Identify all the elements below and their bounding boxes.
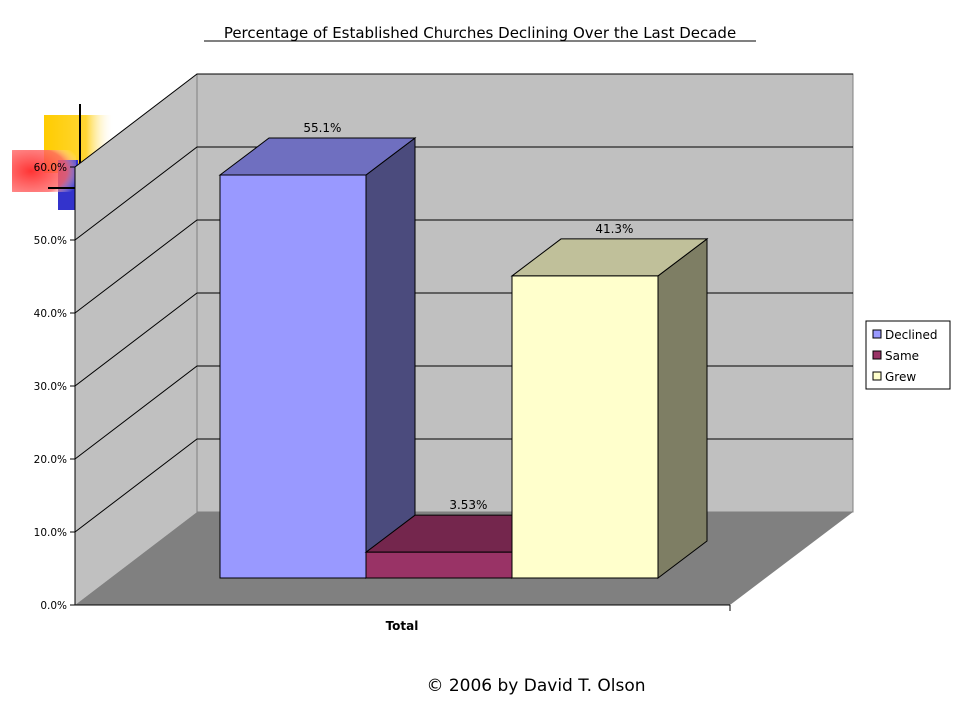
y-tick-label: 20.0% <box>34 454 67 466</box>
legend-swatch-same <box>872 350 882 360</box>
bar-same <box>365 551 513 579</box>
data-label-grew: 41.3% <box>595 222 633 236</box>
y-tick-label: 10.0% <box>34 527 67 539</box>
data-label-same: 3.53% <box>449 498 487 512</box>
legend-label-grew: Grew <box>885 370 916 384</box>
legend: Declined Same Grew <box>865 320 951 390</box>
y-tick-label: 30.0% <box>34 381 67 393</box>
gridline <box>74 146 853 241</box>
x-category-label: Total <box>386 619 419 633</box>
data-label-declined: 55.1% <box>303 121 341 135</box>
gridline <box>74 219 853 314</box>
bar-side-grew <box>657 237 708 580</box>
red-square <box>12 150 76 192</box>
legend-swatch-declined <box>872 329 882 339</box>
legend-label-declined: Declined <box>885 328 938 342</box>
chart-title: Percentage of Established Churches Decli… <box>224 24 736 42</box>
bar-side-declined <box>365 136 416 580</box>
gridline <box>74 73 853 168</box>
legend-swatch-grew <box>872 371 882 381</box>
bar-declined <box>219 174 367 579</box>
y-tick-label: 60.0% <box>34 162 67 174</box>
y-tick-label: 50.0% <box>34 235 67 247</box>
footer: © 2006 by David T. Olson <box>0 676 960 696</box>
y-tick-label: 40.0% <box>34 308 67 320</box>
bar-grew <box>511 275 659 579</box>
y-tick-label: 0.0% <box>40 600 67 612</box>
legend-label-same: Same <box>885 349 919 363</box>
copyright-text: © 2006 by David T. Olson <box>426 676 646 696</box>
decorative-logo <box>12 104 114 210</box>
plot-area: 0.0% 10.0% 20.0% 30.0% 40.0% 50.0% 60.0% Total 5… <box>34 73 854 633</box>
